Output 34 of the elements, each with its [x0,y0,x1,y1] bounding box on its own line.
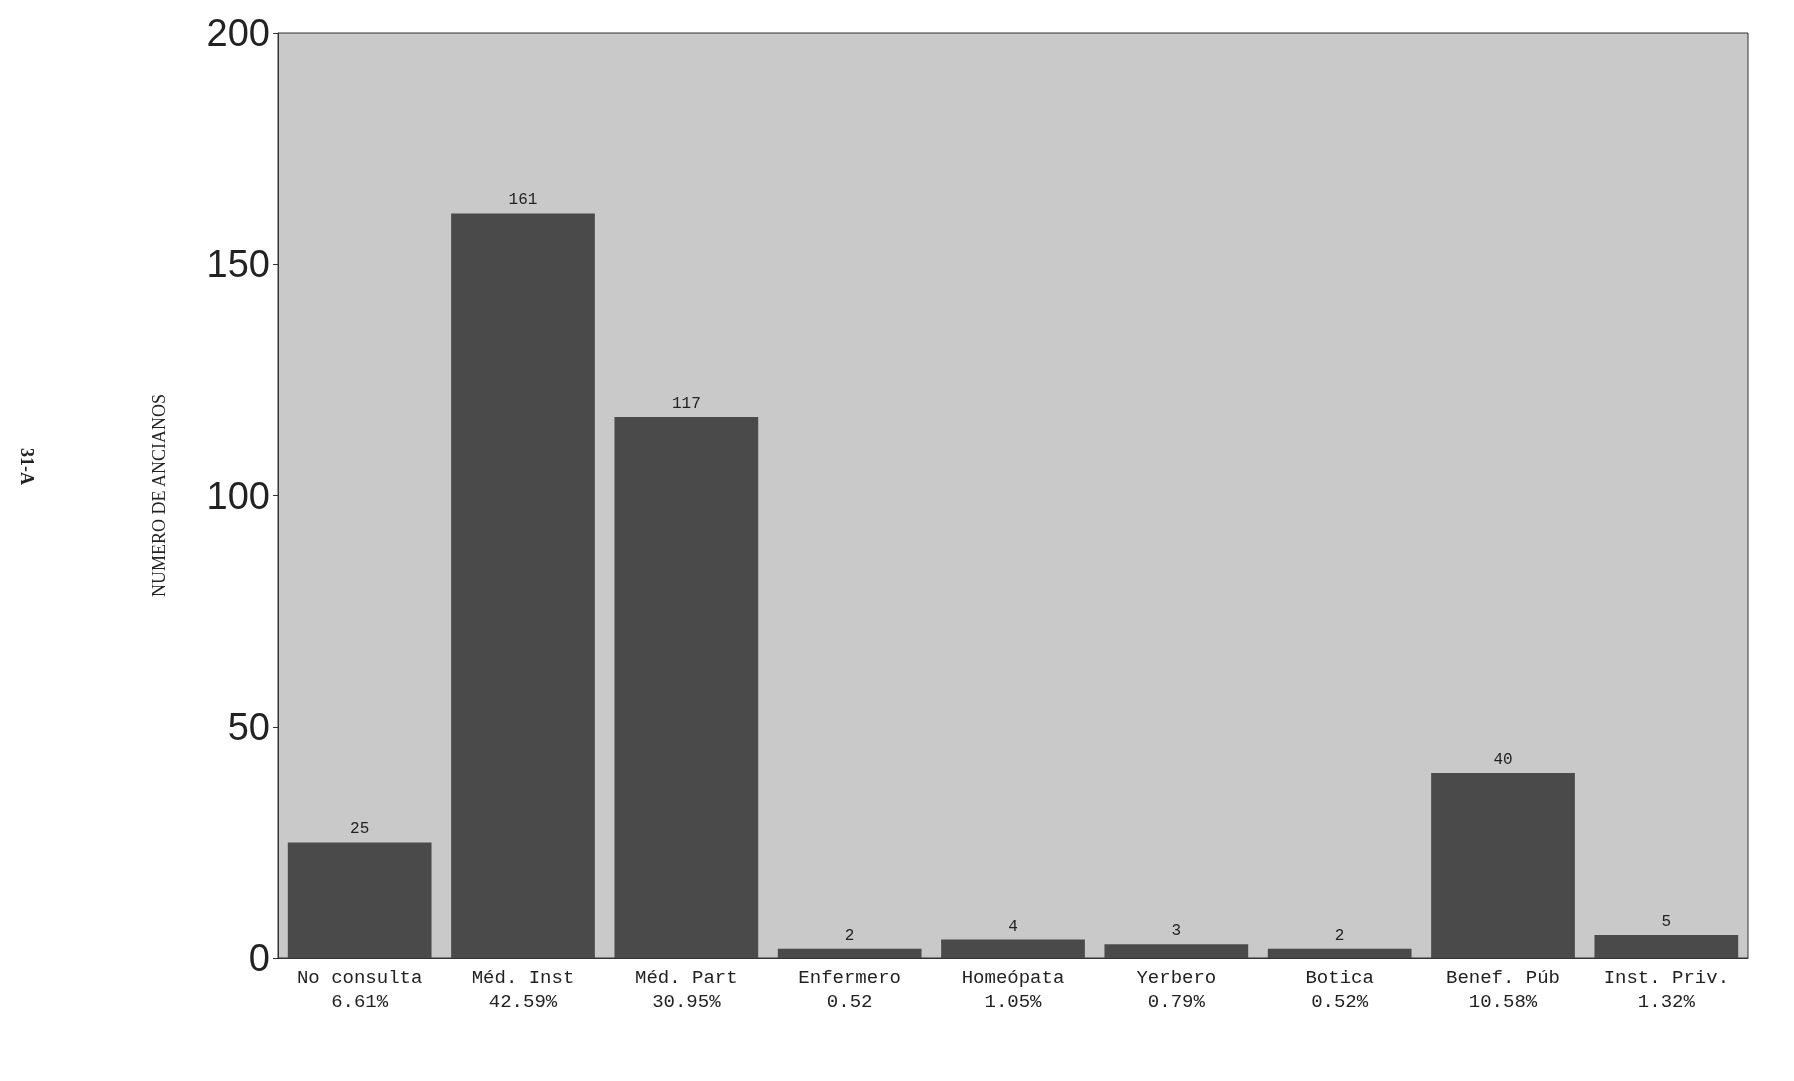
bar [777,948,922,958]
data-label: 4 [1008,917,1018,936]
bar [451,213,595,958]
data-label: 2 [844,926,855,945]
bar [1104,944,1249,958]
x-tick-label: Méd. Inst 42.59% [471,967,575,1013]
y-tick-label: 150 [206,243,270,286]
y-tick-label: 200 [206,12,270,54]
bar [614,416,759,958]
x-tick-label: No consulta 6.61% [296,967,423,1013]
x-tick-label: Botica 0.52% [1305,967,1374,1013]
bar [1267,948,1412,958]
data-label: 161 [508,191,538,210]
bar [1594,934,1739,958]
x-tick-label: Benef. Púb 10.58% [1445,967,1561,1013]
data-label: 2 [1334,926,1345,945]
y-axis-title: NUMERO DE ANCIANOS [149,393,169,598]
x-tick-label: Inst. Priv. 1.32% [1603,967,1730,1013]
data-label: 25 [350,820,370,839]
x-tick-label: Méd. Part 30.95% [635,967,738,1013]
y-tick-label: 100 [206,474,270,517]
bar [941,939,1085,958]
x-tick-label: Yerbero 0.79% [1136,967,1217,1013]
data-label: 117 [671,394,701,413]
bar [287,842,432,958]
x-tick-label: Enfermero 0.52 [798,967,901,1013]
x-tick-label: Homeópata 1.05% [961,967,1065,1013]
bar [1431,773,1575,958]
data-label: 5 [1661,912,1672,931]
y-tick-label: 0 [248,937,270,979]
data-label: 40 [1493,751,1513,769]
text: 31-A [17,448,37,485]
data-label: 3 [1171,922,1182,941]
y-tick-label: 50 [227,705,270,748]
